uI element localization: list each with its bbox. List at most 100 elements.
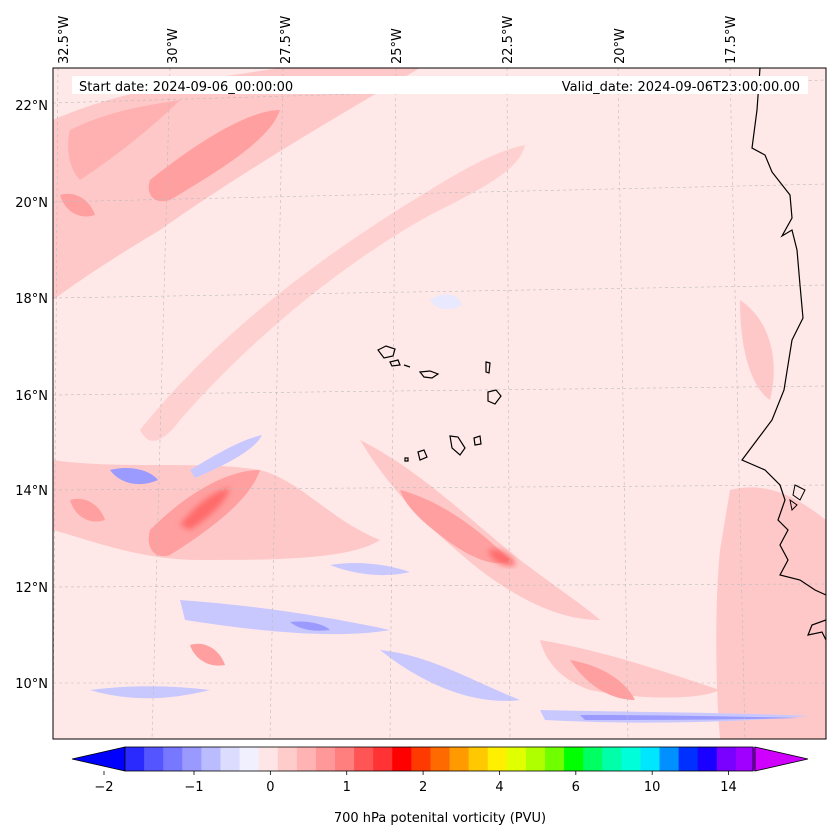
lat-label: 22°N <box>15 99 48 114</box>
pv-patch-west-dot <box>70 498 105 522</box>
colorbar-cell <box>144 747 164 771</box>
pv-patch-east-streak <box>400 490 510 564</box>
lon-label: 25°W <box>390 28 405 64</box>
pv-negative-core-south <box>580 715 800 720</box>
colorbar-cell <box>602 747 622 771</box>
lat-label: 18°N <box>15 292 48 307</box>
colorbar-tick-label: 4 <box>495 780 503 795</box>
colorbar-tick-label: −2 <box>94 780 113 795</box>
island-santa-luzia <box>403 364 411 368</box>
pv-patch-south-dot <box>190 643 225 666</box>
colorbar-cell <box>621 747 641 771</box>
lat-label: 20°N <box>15 196 48 211</box>
island-sal <box>485 361 491 374</box>
colorbar-extend-min <box>71 746 126 772</box>
colorbar-cell <box>163 747 183 771</box>
pv-patch-nw-2 <box>148 110 280 202</box>
cape-verde-islands <box>377 345 502 462</box>
lat-label: 16°N <box>15 389 48 404</box>
colorbar-cell <box>735 747 756 771</box>
pv-field <box>53 68 826 739</box>
island-boa-vista <box>487 389 502 405</box>
pv-max-core <box>180 488 230 530</box>
pv-band-coast-north <box>740 300 774 400</box>
coastal-islands <box>789 484 806 512</box>
colorbar-cell <box>716 747 737 771</box>
island-maio <box>473 435 482 446</box>
colorbar-tick-label: −1 <box>184 780 203 795</box>
longitude-labels: 32.5°W 30°W 27.5°W 25°W 22.5°W 20°W 17.5… <box>57 16 739 64</box>
colorbar-title: 700 hPa potenital vorticity (PVU) <box>334 811 546 826</box>
pv-negative-band-2 <box>330 562 410 576</box>
colorbar-cell <box>583 747 603 771</box>
start-date-label: Start date: 2024-09-06_00:00:00 <box>79 80 293 95</box>
pv-band-central <box>140 145 525 441</box>
colorbar-cell <box>449 747 470 771</box>
colorbar-cell <box>335 747 355 771</box>
colorbar-cell <box>220 747 241 771</box>
header-strip <box>72 76 808 94</box>
colorbar-ticks: −2 −1 0 1 2 4 6 10 14 <box>94 771 737 795</box>
island-brava <box>404 457 409 462</box>
pv-negative-band-3 <box>380 650 520 701</box>
map-frame <box>52 67 827 740</box>
colorbar-cell <box>201 747 221 771</box>
island-sao-nicolau <box>418 370 440 379</box>
pv-negative-core-1 <box>290 621 330 631</box>
colorbar-cell <box>182 747 202 771</box>
colorbar-cell <box>678 747 699 771</box>
colorbar-cell <box>411 747 431 771</box>
island-fogo <box>417 449 428 461</box>
lon-label: 32.5°W <box>57 16 72 64</box>
colorbar-cell <box>354 747 374 771</box>
pv-negative-band-1 <box>180 600 390 635</box>
africa-coastline <box>741 68 826 641</box>
lon-label: 27.5°W <box>279 16 294 64</box>
colorbar-tick-label: 14 <box>720 780 737 795</box>
colorbar-cell <box>564 747 584 771</box>
colorbar-cell <box>239 747 260 771</box>
colorbar-extend-max <box>754 746 809 772</box>
colorbar-cell <box>296 747 317 771</box>
colorbar-cell <box>659 747 680 771</box>
colorbar-cell <box>468 747 489 771</box>
pv-band-south-east <box>540 640 720 698</box>
island-sao-vicente <box>389 359 401 367</box>
pv-negative-band-4 <box>90 686 210 699</box>
lon-label: 17.5°W <box>724 16 739 64</box>
island-santiago <box>449 435 466 456</box>
lon-label: 22.5°W <box>501 16 516 64</box>
colorbar-cell <box>487 747 508 771</box>
map-panel: Start date: 2024-09-06_00:00:00 Valid_da… <box>52 67 827 740</box>
colorbar-cell <box>697 747 718 771</box>
colorbar-frame <box>124 746 754 772</box>
colorbar-tick-label: 0 <box>266 780 274 795</box>
pv-patch-nw-1 <box>68 100 180 180</box>
lat-label: 14°N <box>15 484 48 499</box>
colorbar-cell <box>373 747 393 771</box>
graticule <box>53 68 826 739</box>
pv-negative-north <box>430 294 462 310</box>
latitude-labels: 22°N 20°N 18°N 16°N 14°N 12°N 10°N <box>15 99 48 692</box>
pv-negative-west <box>110 468 158 485</box>
colorbar-cell <box>125 747 145 771</box>
pv-patch-se-streak <box>570 660 635 700</box>
colorbar-cell <box>315 747 336 771</box>
lat-label: 10°N <box>15 677 48 692</box>
colorbar-cell <box>277 747 298 771</box>
pv-band-coast-south <box>716 487 826 739</box>
valid-date-label: Valid_date: 2024-09-06T23:00:00.00 <box>562 80 800 95</box>
pv-band-east <box>360 440 600 620</box>
pv-patch-nw-3 <box>60 193 95 217</box>
colorbar-cell <box>640 747 661 771</box>
colorbar-tick-label: 10 <box>644 780 661 795</box>
colorbar-cells <box>71 746 809 772</box>
colorbar-cell <box>545 747 565 771</box>
colorbar-cell <box>525 747 546 771</box>
colorbar-tick-label: 2 <box>419 780 427 795</box>
pv-negative-vortex <box>190 435 262 478</box>
colorbar-cell <box>392 747 412 771</box>
lat-label: 12°N <box>15 581 48 596</box>
colorbar-cell <box>506 747 527 771</box>
